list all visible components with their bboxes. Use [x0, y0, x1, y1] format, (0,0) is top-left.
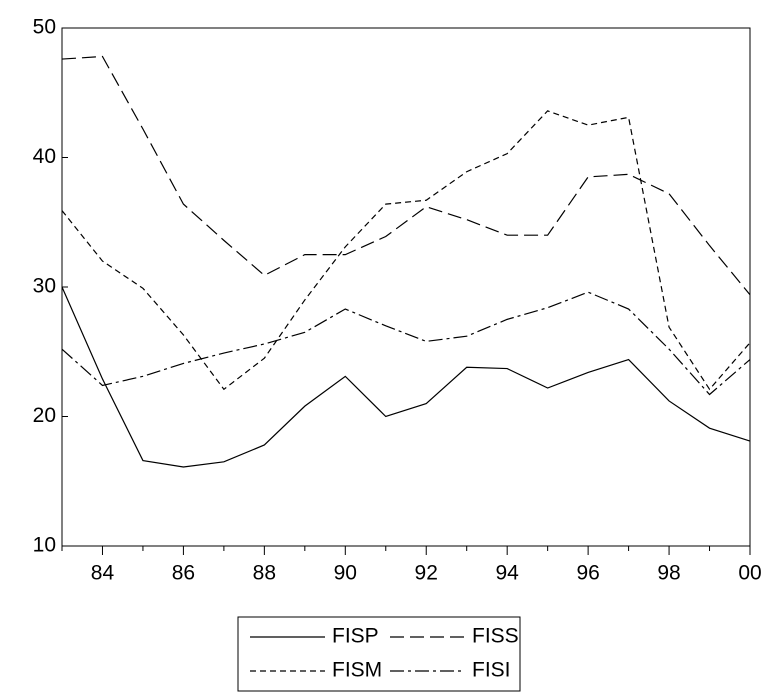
x-tick-label: 86	[172, 562, 195, 585]
legend-label: FISM	[332, 659, 382, 682]
x-tick-label: 90	[334, 562, 357, 585]
x-tick-label: 94	[495, 562, 519, 585]
y-tick-label: 40	[33, 145, 56, 168]
y-tick-label: 50	[33, 16, 56, 39]
x-tick-label: 88	[253, 562, 276, 585]
legend-label: FISP	[332, 625, 379, 648]
plot-frame	[61, 27, 751, 547]
legend-label: FISS	[472, 625, 519, 648]
x-tick-label: 96	[576, 562, 599, 585]
y-tick-label: 10	[33, 534, 56, 557]
legend-label: FISI	[472, 659, 511, 682]
x-tick-label: 00	[738, 562, 761, 585]
y-tick-label: 20	[33, 404, 56, 427]
legend-box	[237, 616, 521, 692]
x-tick-label: 92	[415, 562, 438, 585]
x-tick-label: 98	[657, 562, 680, 585]
y-tick-label: 30	[33, 275, 56, 298]
series-line	[61, 291, 751, 396]
x-tick-label: 84	[91, 562, 115, 585]
series-line	[61, 55, 751, 296]
series-line	[61, 286, 751, 468]
series-line	[61, 110, 751, 391]
